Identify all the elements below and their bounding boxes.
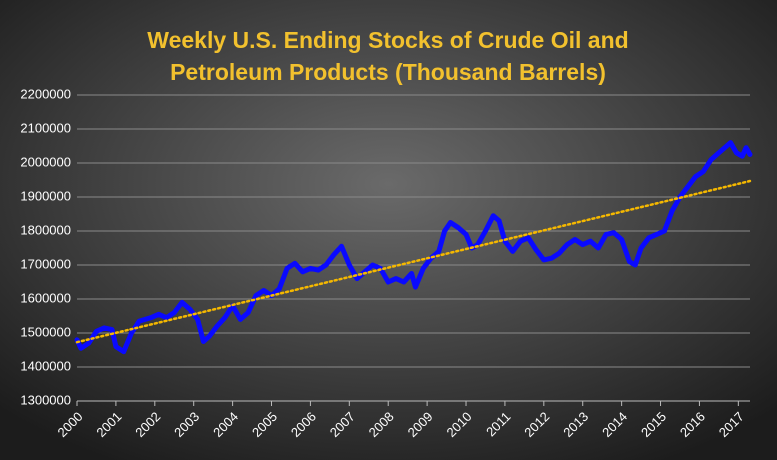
y-tick-label: 1800000 xyxy=(20,222,71,237)
y-tick-label: 1900000 xyxy=(20,188,71,203)
y-tick-label: 1300000 xyxy=(20,392,71,407)
y-tick-label: 1600000 xyxy=(20,290,71,305)
y-tick-label: 1400000 xyxy=(20,358,71,373)
y-tick-label: 2200000 xyxy=(20,86,71,101)
chart-title: Petroleum Products (Thousand Barrels) xyxy=(170,59,606,85)
y-tick-label: 2100000 xyxy=(20,120,71,135)
trend-line xyxy=(75,179,752,344)
chart-title: Weekly U.S. Ending Stocks of Crude Oil a… xyxy=(147,27,628,53)
y-tick-label: 1700000 xyxy=(20,256,71,271)
y-tick-label: 2000000 xyxy=(20,154,71,169)
y-tick-label: 1500000 xyxy=(20,324,71,339)
data-line xyxy=(74,140,753,355)
